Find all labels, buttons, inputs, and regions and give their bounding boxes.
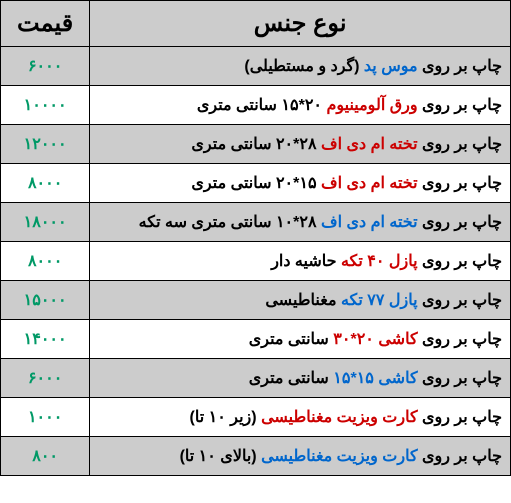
table-row: چاپ بر روی تخته ام دی اف ۲۸*۲۰ سانتی متر…: [1, 125, 511, 164]
product-type-cell: چاپ بر روی کارت ویزیت مغناطیسی (بالای ۱۰…: [90, 437, 511, 476]
text-segment: چاپ بر روی: [418, 448, 502, 465]
text-segment: سانتی متری: [249, 370, 334, 387]
table-row: چاپ بر روی پازل ۷۷ تکه مغناطیسی۱۵۰۰۰: [1, 281, 511, 320]
text-segment: ۲۰*۱۵ سانتی متری: [197, 97, 327, 114]
product-type-cell: چاپ بر روی کارت ویزیت مغناطیسی (زیر ۱۰ ت…: [90, 398, 511, 437]
header-price: قیمت: [1, 1, 90, 47]
text-segment: مغناطیسی: [265, 292, 341, 309]
product-type-cell: چاپ بر روی پازل ۴۰ تکه حاشیه دار: [90, 242, 511, 281]
product-type-cell: چاپ بر روی ورق آلومینیوم ۲۰*۱۵ سانتی متر…: [90, 86, 511, 125]
product-type-cell: چاپ بر روی تخته ام دی اف ۱۵*۲۰ سانتی متر…: [90, 164, 511, 203]
text-segment: چاپ بر روی: [418, 58, 502, 75]
text-segment: چاپ بر روی: [418, 136, 502, 153]
product-type-cell: چاپ بر روی تخته ام دی اف ۲۸*۱۰ سانتی متر…: [90, 203, 511, 242]
price-table: نوع جنس قیمت چاپ بر روی موس پد (گرد و مس…: [0, 0, 511, 476]
table-row: چاپ بر روی کارت ویزیت مغناطیسی (زیر ۱۰ ت…: [1, 398, 511, 437]
text-segment: ۲۸*۲۰ سانتی متری: [191, 136, 321, 153]
table-row: چاپ بر روی کاشی ۲۰*۳۰ سانتی متری۱۴۰۰۰: [1, 320, 511, 359]
text-segment: پازل ۷۷ تکه: [341, 292, 418, 309]
price-cell: ۱۵۰۰۰: [1, 281, 90, 320]
price-cell: ۱۲۰۰۰: [1, 125, 90, 164]
text-segment: (زیر ۱۰ تا): [190, 409, 262, 426]
text-segment: ۱۵*۲۰ سانتی متری: [191, 175, 321, 192]
price-cell: ۶۰۰۰: [1, 47, 90, 86]
text-segment: چاپ بر روی: [418, 97, 502, 114]
price-cell: ۱۰۰۰: [1, 398, 90, 437]
price-cell: ۸۰۰۰: [1, 164, 90, 203]
text-segment: تخته ام دی اف: [321, 136, 418, 153]
text-segment: تخته ام دی اف: [321, 175, 418, 192]
table-body: چاپ بر روی موس پد (گرد و مستطیلی)۶۰۰۰چاپ…: [1, 47, 511, 476]
price-cell: ۸۰۰۰: [1, 242, 90, 281]
text-segment: چاپ بر روی: [418, 331, 502, 348]
table-row: چاپ بر روی کاشی ۱۵*۱۵ سانتی متری۶۰۰۰: [1, 359, 511, 398]
text-segment: کاشی ۲۰*۳۰: [333, 331, 417, 348]
text-segment: حاشیه دار: [271, 253, 341, 270]
text-segment: چاپ بر روی: [418, 214, 502, 231]
table-row: چاپ بر روی موس پد (گرد و مستطیلی)۶۰۰۰: [1, 47, 511, 86]
product-type-cell: چاپ بر روی کاشی ۲۰*۳۰ سانتی متری: [90, 320, 511, 359]
price-cell: ۶۰۰۰: [1, 359, 90, 398]
price-cell: ۸۰۰: [1, 437, 90, 476]
product-type-cell: چاپ بر روی کاشی ۱۵*۱۵ سانتی متری: [90, 359, 511, 398]
text-segment: (بالای ۱۰ تا): [180, 448, 262, 465]
text-segment: کارت ویزیت مغناطیسی: [261, 448, 418, 465]
text-segment: پازل ۴۰ تکه: [341, 253, 418, 270]
text-segment: چاپ بر روی: [418, 253, 502, 270]
text-segment: ورق آلومینیوم: [326, 97, 417, 114]
text-segment: تخته ام دی اف: [321, 214, 418, 231]
header-type: نوع جنس: [90, 1, 511, 47]
text-segment: چاپ بر روی: [418, 292, 502, 309]
text-segment: سانتی متری: [249, 331, 334, 348]
header-row: نوع جنس قیمت: [1, 1, 511, 47]
product-type-cell: چاپ بر روی تخته ام دی اف ۲۸*۲۰ سانتی متر…: [90, 125, 511, 164]
table-row: چاپ بر روی تخته ام دی اف ۱۵*۲۰ سانتی متر…: [1, 164, 511, 203]
table-row: چاپ بر روی تخته ام دی اف ۲۸*۱۰ سانتی متر…: [1, 203, 511, 242]
price-cell: ۱۸۰۰۰: [1, 203, 90, 242]
text-segment: چاپ بر روی: [418, 370, 502, 387]
text-segment: چاپ بر روی: [418, 409, 502, 426]
price-cell: ۱۰۰۰۰: [1, 86, 90, 125]
table-row: چاپ بر روی پازل ۴۰ تکه حاشیه دار۸۰۰۰: [1, 242, 511, 281]
text-segment: ۲۸*۱۰ سانتی متری سه تکه: [139, 214, 321, 231]
text-segment: (گرد و مستطیلی): [244, 58, 364, 75]
text-segment: چاپ بر روی: [418, 175, 502, 192]
text-segment: کاشی ۱۵*۱۵: [333, 370, 417, 387]
text-segment: موس پد: [364, 58, 418, 75]
product-type-cell: چاپ بر روی موس پد (گرد و مستطیلی): [90, 47, 511, 86]
price-cell: ۱۴۰۰۰: [1, 320, 90, 359]
table-row: چاپ بر روی کارت ویزیت مغناطیسی (بالای ۱۰…: [1, 437, 511, 476]
product-type-cell: چاپ بر روی پازل ۷۷ تکه مغناطیسی: [90, 281, 511, 320]
table-row: چاپ بر روی ورق آلومینیوم ۲۰*۱۵ سانتی متر…: [1, 86, 511, 125]
text-segment: کارت ویزیت مغناطیسی: [261, 409, 418, 426]
